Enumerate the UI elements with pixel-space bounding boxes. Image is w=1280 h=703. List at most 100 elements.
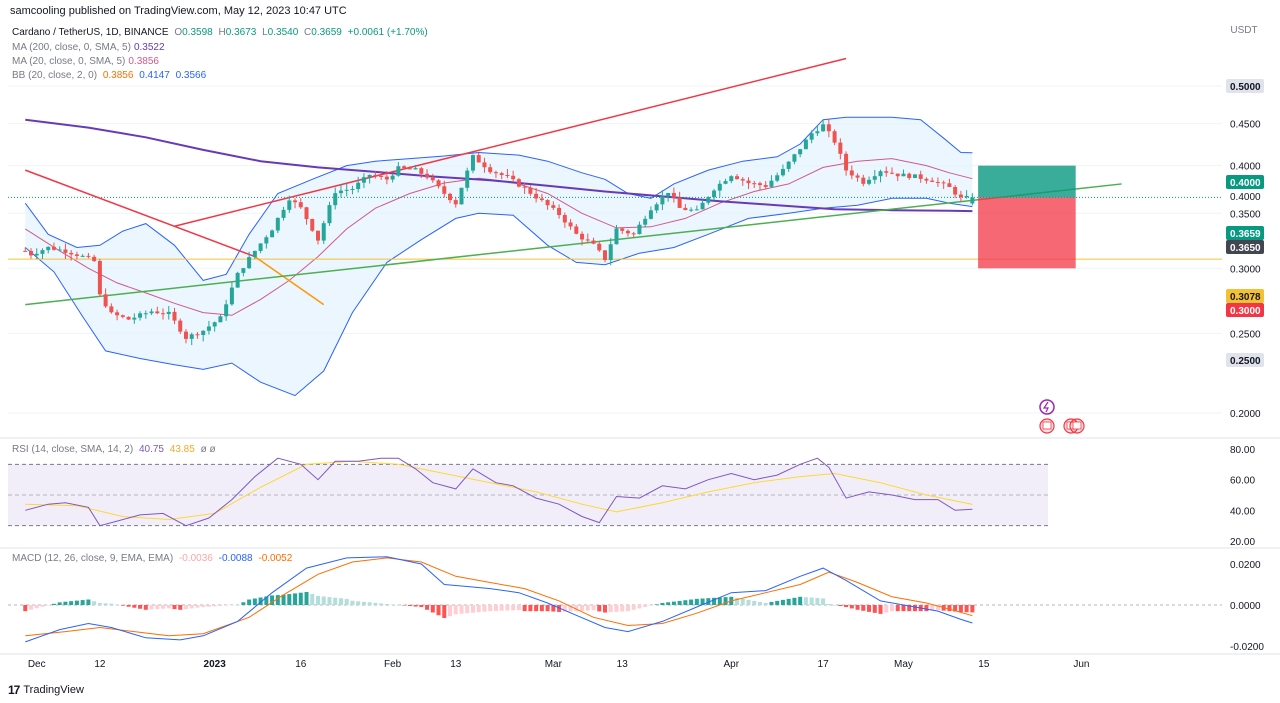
candle-body xyxy=(407,168,412,170)
macd-histogram-bar xyxy=(442,605,447,618)
candle-body xyxy=(235,272,240,288)
price-badge-label: 0.3650 xyxy=(1230,243,1261,254)
candle-body xyxy=(258,243,263,251)
tradingview-logo-icon: 17 xyxy=(8,683,20,697)
candle-body xyxy=(792,154,797,162)
macd-histogram-bar xyxy=(637,605,642,609)
macd-histogram-bar xyxy=(557,605,562,612)
candle-body xyxy=(643,218,648,225)
macd-histogram-bar xyxy=(264,596,269,605)
time-tick-label: 15 xyxy=(978,659,990,670)
candle-body xyxy=(505,175,510,177)
candle-body xyxy=(195,334,200,336)
candle-body xyxy=(780,168,785,176)
time-tick-label: 16 xyxy=(295,659,307,670)
candle-body xyxy=(46,246,51,251)
candle-body xyxy=(344,189,349,191)
candle-body xyxy=(97,261,102,295)
bb-basis-value: 0.3856 xyxy=(102,70,134,81)
macd-histogram-bar xyxy=(40,605,45,607)
macd-histogram-bar xyxy=(183,605,188,610)
macd-histogram-bar xyxy=(367,602,372,605)
candle-body xyxy=(482,162,487,168)
price-badge xyxy=(1226,289,1264,303)
macd-histogram-bar xyxy=(694,598,699,605)
candle-body xyxy=(539,198,544,201)
ma200-legend: MA (200, close, 0, SMA, 5) 0.3522 xyxy=(12,42,165,53)
macd-histogram-bar xyxy=(436,605,441,616)
macd-histogram-bar xyxy=(413,605,418,607)
price-badge xyxy=(1226,175,1264,189)
candle-body xyxy=(763,185,768,187)
candle-body xyxy=(683,207,688,211)
candle-body xyxy=(522,186,527,188)
macd-signal-value: -0.0052 xyxy=(258,553,293,564)
price-tick-label: 0.2500 xyxy=(1230,329,1261,340)
candle-body xyxy=(815,131,820,134)
candle-body xyxy=(901,173,906,177)
rsi-value: 40.75 xyxy=(138,444,164,455)
macd-histogram-bar xyxy=(660,602,665,605)
macd-histogram-bar xyxy=(396,605,401,606)
candle-body xyxy=(620,228,625,231)
candle-body xyxy=(625,230,630,234)
candle-body xyxy=(912,174,917,178)
macd-histogram-bar xyxy=(872,605,877,613)
macd-histogram-bar xyxy=(735,597,740,605)
rsi-tick-label: 60.00 xyxy=(1230,476,1255,487)
candle-body xyxy=(608,244,613,261)
position-target-zone xyxy=(978,165,1076,198)
candle-body xyxy=(459,187,464,205)
candle-body xyxy=(57,249,62,251)
time-tick-label: 13 xyxy=(450,659,462,670)
macd-histogram-bar xyxy=(126,605,131,607)
macd-histogram-bar xyxy=(453,605,458,615)
candle-body xyxy=(878,171,883,177)
macd-tick-label: -0.0200 xyxy=(1230,642,1264,653)
macd-histogram-bar xyxy=(516,605,521,611)
candle-body xyxy=(298,202,303,208)
macd-histogram-bar xyxy=(620,605,625,612)
candle-body xyxy=(476,155,481,163)
candle-body xyxy=(694,209,699,211)
candle-body xyxy=(413,168,418,170)
tradingview-brand: TradingView xyxy=(23,684,84,696)
price-badge-label: 0.3000 xyxy=(1230,306,1261,317)
tradingview-footer[interactable]: 17 TradingView xyxy=(8,683,84,697)
candle-body xyxy=(924,178,929,181)
candle-body xyxy=(947,183,952,188)
macd-histogram-bar xyxy=(109,603,114,605)
macd-histogram-bar xyxy=(258,597,263,605)
macd-histogram-bar xyxy=(815,598,820,605)
bollinger-band-fill xyxy=(25,117,973,396)
candle-body xyxy=(172,311,177,321)
candle-body xyxy=(821,124,826,132)
candle-body xyxy=(803,139,808,150)
macd-histogram-bar xyxy=(511,605,516,611)
macd-histogram-bar xyxy=(493,605,498,611)
time-tick-label: Apr xyxy=(723,659,739,670)
candle-body xyxy=(654,204,659,211)
macd-histogram-bar xyxy=(562,605,567,612)
candle-body xyxy=(183,331,188,339)
macd-histogram-bar xyxy=(545,605,550,612)
price-tick-label: 0.4500 xyxy=(1230,120,1261,131)
macd-histogram-bar xyxy=(155,605,160,610)
candle-body xyxy=(574,226,579,234)
time-tick-label: 12 xyxy=(94,659,106,670)
macd-histogram-bar xyxy=(23,605,28,612)
candle-body xyxy=(63,249,68,253)
candle-body xyxy=(126,316,131,320)
candle-body xyxy=(568,222,573,227)
candle-body xyxy=(281,209,286,218)
candle-body xyxy=(161,313,166,315)
candle-body xyxy=(890,172,894,174)
macd-histogram-bar xyxy=(373,602,378,605)
macd-histogram-bar xyxy=(224,605,229,606)
macd-histogram-bar xyxy=(29,605,33,610)
candle-body xyxy=(884,171,889,173)
macd-histogram-bar xyxy=(316,595,320,605)
macd-histogram-bar xyxy=(832,605,837,606)
candle-body xyxy=(310,219,315,231)
